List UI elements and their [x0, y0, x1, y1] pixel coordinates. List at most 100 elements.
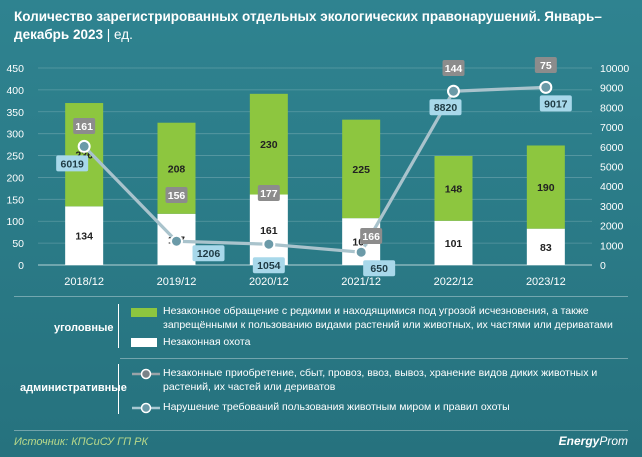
line-hunting-rules	[83, 85, 546, 254]
right-axis-tick-label: 0	[600, 260, 606, 272]
logo-main-text: Energy	[558, 434, 600, 448]
combo-chart: 0 50 100 150 200 250 300 350 400 450 0 1000 2000 3000…	[6, 57, 629, 288]
label-box-wildlife-trade	[442, 60, 465, 76]
right-axis-tick-label: 9000	[600, 83, 624, 95]
bar-illegal-hunting	[249, 194, 288, 265]
label-hunting-rules: 1206	[197, 248, 221, 260]
legend-item-hunting-rules: Нарушение требований пользования животны…	[163, 400, 510, 414]
label-wildlife-trade: 75	[540, 60, 552, 72]
bar-trafficking-protected	[342, 119, 381, 219]
logo-sub-text: Prom	[599, 434, 628, 448]
energyprom-logo: EnergyProm	[559, 434, 628, 448]
legend-item-trafficking-protected-line2: запрещёнными к пользованию видами растен…	[163, 319, 613, 331]
right-axis-tick-label: 7000	[600, 122, 624, 134]
footer-divider	[14, 430, 628, 431]
bar-illegal-hunting	[65, 206, 104, 265]
right-axis-tick-label: 3000	[600, 201, 624, 213]
left-axis-tick-label: 250	[6, 151, 24, 163]
legend-group-criminal: уголовные	[54, 322, 114, 334]
label-wildlife-trade: 161	[75, 121, 93, 133]
legend-item-trafficking-protected-line1: Незаконное обращение с редкими и находящ…	[163, 305, 589, 317]
category-label: 2018/12	[64, 276, 104, 288]
legend-item-wildlife-trade: Незаконные приобретение, сбыт, провоз, в…	[163, 366, 597, 394]
legend-swatch-blue-line	[132, 402, 160, 414]
legend-group-admin: административные	[20, 382, 127, 394]
legend-item-wildlife-trade-line1: Незаконные приобретение, сбыт, провоз, в…	[163, 367, 598, 379]
legend: уголовные Незаконное обращение с редкими…	[0, 296, 642, 426]
category-label: 2020/12	[249, 276, 289, 288]
marker-hunting-rules	[170, 234, 183, 248]
right-axis-tick-label: 8000	[600, 102, 624, 114]
left-axis-tick-label: 350	[6, 107, 24, 119]
legend-swatch-white	[131, 338, 157, 347]
label-box-hunting-rules	[363, 260, 396, 277]
label-hunting-rules: 6019	[60, 158, 84, 170]
bar-label-illegal-hunting: 83	[540, 242, 552, 254]
left-axis-tick-label: 50	[12, 238, 24, 250]
right-axis-tick-label: 6000	[600, 142, 624, 154]
label-hunting-rules: 650	[370, 263, 388, 275]
bar-label-trafficking-protected: 230	[260, 139, 278, 151]
legend-swatch-green	[131, 308, 157, 317]
right-axis-tick-label: 4000	[600, 181, 624, 193]
category-label: 2021/12	[341, 276, 381, 288]
marker-hunting-rules	[354, 245, 368, 259]
left-axis-tick-label: 450	[6, 63, 24, 75]
category-label: 2022/12	[434, 276, 474, 288]
bar-label-trafficking-protected: 208	[168, 163, 186, 175]
legend-item-illegal-hunting-line1: Незаконная охота	[163, 336, 251, 348]
bar-label-trafficking-protected: 225	[352, 164, 370, 176]
label-box-wildlife-trade	[165, 187, 188, 203]
label-box-wildlife-trade	[534, 57, 557, 73]
label-box-hunting-rules	[429, 99, 462, 116]
left-axis-tick-label: 100	[6, 216, 24, 228]
left-axis-tick-label: 200	[6, 172, 24, 184]
legend-item-hunting-rules-line1: Нарушение требований пользования животны…	[163, 401, 510, 413]
label-hunting-rules: 9017	[544, 98, 568, 110]
legend-bracket-criminal	[118, 304, 119, 348]
right-axis-tick-label: 1000	[600, 240, 624, 252]
legend-top-divider	[14, 296, 628, 297]
bar-trafficking-protected	[249, 93, 288, 195]
category-label: 2019/12	[157, 276, 197, 288]
chart-title: Количество зарегистрированных отдельных …	[14, 8, 624, 44]
label-box-hunting-rules	[539, 95, 572, 112]
bar-label-illegal-hunting: 134	[75, 231, 93, 243]
right-axis-tick-label: 2000	[600, 221, 624, 233]
source-text: Источник: КПСиСУ ГП РК	[14, 436, 148, 448]
legend-item-illegal-hunting: Незаконная охота	[163, 335, 250, 349]
legend-swatch-gray-line	[132, 368, 160, 380]
left-axis-tick-label: 0	[18, 260, 24, 272]
legend-item-trafficking-protected: Незаконное обращение с редкими и находящ…	[163, 304, 613, 332]
label-wildlife-trade: 156	[168, 190, 186, 202]
label-box-wildlife-trade	[360, 228, 383, 244]
marker-hunting-rules	[77, 139, 91, 153]
footer: Источник: КПСиСУ ГП РК EnergyProm	[0, 430, 642, 457]
right-axis-tick-label: 10000	[600, 63, 629, 75]
label-wildlife-trade: 144	[445, 63, 463, 75]
title-unit: | ед.	[106, 27, 133, 42]
label-box-hunting-rules	[192, 245, 225, 262]
marker-hunting-rules	[539, 80, 553, 94]
left-axis-tick-label: 150	[6, 194, 24, 206]
bar-illegal-hunting	[434, 220, 473, 265]
bar-label-illegal-hunting: 101	[445, 238, 463, 250]
label-hunting-rules: 8820	[434, 102, 458, 114]
legend-bracket-admin	[118, 364, 119, 414]
label-box-wildlife-trade	[257, 185, 280, 201]
left-axis-tick-label: 400	[6, 85, 24, 97]
label-box-hunting-rules	[252, 257, 285, 274]
category-label: 2023/12	[526, 276, 566, 288]
bar-label-trafficking-protected: 148	[445, 183, 463, 195]
bar-label-trafficking-protected: 190	[537, 182, 555, 194]
left-axis-tick-label: 300	[6, 129, 24, 141]
legend-middle-divider	[120, 358, 628, 359]
marker-hunting-rules	[262, 237, 276, 251]
bar-trafficking-protected	[434, 155, 473, 221]
label-box-wildlife-trade	[73, 118, 96, 134]
label-box-hunting-rules	[56, 155, 89, 172]
label-hunting-rules: 1054	[257, 260, 281, 272]
bar-trafficking-protected	[526, 145, 565, 229]
legend-item-wildlife-trade-line2: растений, их частей или дериватов	[163, 381, 336, 393]
